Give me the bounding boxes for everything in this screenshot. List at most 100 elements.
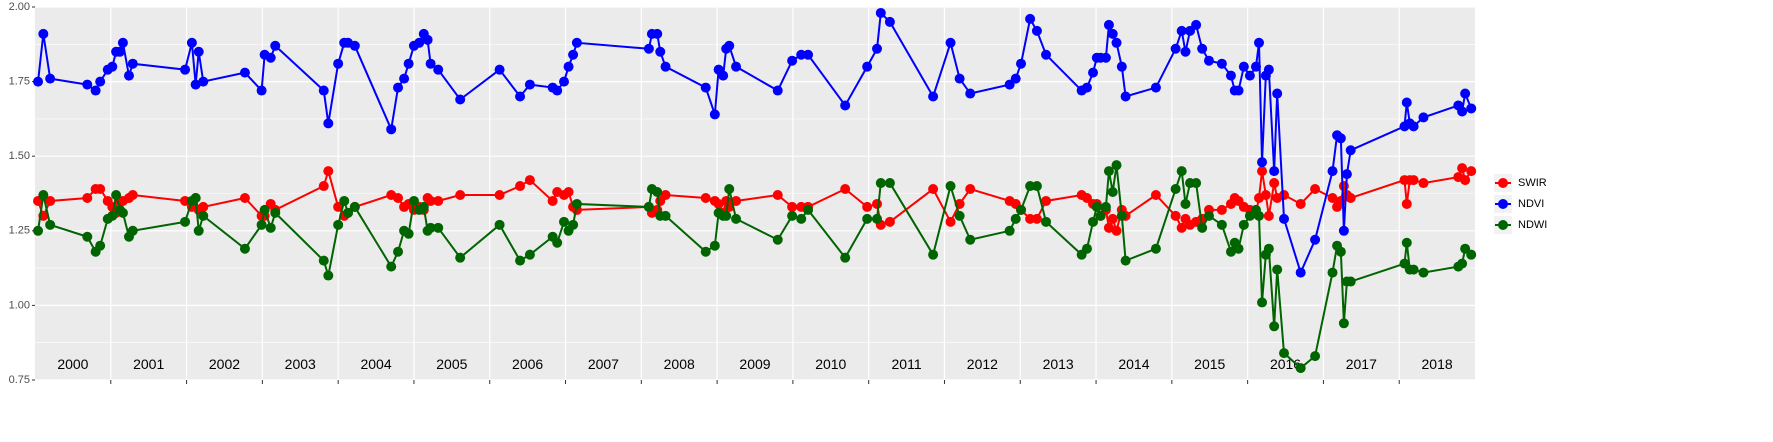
data-point: [425, 195, 436, 206]
data-point: [1197, 222, 1208, 233]
data-point: [318, 255, 329, 266]
data-point: [1260, 189, 1271, 200]
data-point: [1345, 276, 1356, 287]
data-point: [655, 46, 666, 57]
data-point: [1457, 163, 1468, 174]
data-point: [1176, 166, 1187, 177]
data-point: [393, 192, 404, 203]
data-point: [403, 58, 414, 69]
data-point: [1103, 166, 1114, 177]
data-point: [1338, 318, 1349, 329]
data-point: [198, 76, 209, 87]
data-point: [1031, 181, 1042, 192]
data-point: [547, 195, 558, 206]
data-point: [1216, 204, 1227, 215]
data-point: [1216, 58, 1227, 69]
year-label: 2007: [588, 356, 619, 372]
data-point: [45, 195, 56, 206]
data-point: [1081, 243, 1092, 254]
data-point: [1408, 264, 1419, 275]
legend-point: [1498, 199, 1508, 209]
y-tick-label: 1.25: [9, 225, 30, 237]
year-label: 2015: [1194, 356, 1225, 372]
data-point: [568, 49, 579, 60]
data-point: [494, 219, 505, 230]
data-point: [270, 207, 281, 218]
data-point: [884, 16, 895, 27]
data-point: [700, 246, 711, 257]
data-point: [563, 187, 574, 198]
data-point: [787, 201, 798, 212]
data-point: [965, 88, 976, 99]
data-point: [127, 58, 138, 69]
data-point: [1263, 210, 1274, 221]
data-point: [1170, 43, 1181, 54]
data-point: [433, 195, 444, 206]
data-point: [123, 70, 134, 81]
data-point: [1401, 198, 1412, 209]
data-point: [259, 204, 270, 215]
data-point: [1176, 25, 1187, 36]
series-line: [37, 10, 1473, 276]
year-label: 2011: [892, 356, 922, 372]
data-point: [840, 100, 851, 111]
data-point: [840, 252, 851, 263]
data-point: [323, 270, 334, 281]
data-point: [127, 225, 138, 236]
data-point: [1111, 37, 1122, 48]
data-point: [1466, 103, 1477, 114]
data-point: [709, 109, 720, 120]
data-point: [1031, 25, 1042, 36]
data-point: [1238, 61, 1249, 72]
data-point: [571, 198, 582, 209]
data-point: [1338, 225, 1349, 236]
year-label: 2005: [436, 356, 467, 372]
data-point: [524, 249, 535, 260]
year-label: 2008: [664, 356, 695, 372]
data-point: [1310, 184, 1321, 195]
data-point: [190, 79, 201, 90]
data-point: [117, 37, 128, 48]
data-point: [323, 166, 334, 177]
data-point: [700, 82, 711, 93]
data-point: [1310, 351, 1321, 362]
data-point: [721, 210, 732, 221]
data-point: [107, 61, 118, 72]
data-point: [1120, 255, 1131, 266]
data-point: [840, 184, 851, 195]
data-point: [552, 85, 563, 96]
data-point: [1010, 213, 1021, 224]
data-point: [343, 207, 354, 218]
data-point: [1418, 267, 1429, 278]
data-point: [333, 58, 344, 69]
data-point: [1418, 112, 1429, 123]
legend-point: [1498, 220, 1508, 230]
data-point: [718, 70, 729, 81]
data-point: [1088, 216, 1099, 227]
data-point: [239, 67, 250, 78]
data-point: [1176, 222, 1187, 233]
data-point: [1116, 210, 1127, 221]
data-point: [1238, 219, 1249, 230]
data-point: [965, 184, 976, 195]
data-point: [114, 46, 125, 57]
data-point: [399, 73, 410, 84]
year-label: 2003: [285, 356, 316, 372]
data-point: [393, 246, 404, 257]
data-point: [256, 85, 267, 96]
data-point: [660, 210, 671, 221]
data-point: [111, 189, 122, 200]
year-label: 2012: [967, 356, 998, 372]
year-label: 2014: [1118, 356, 1149, 372]
data-point: [193, 225, 204, 236]
data-point: [954, 73, 965, 84]
data-point: [1100, 201, 1111, 212]
data-point: [559, 76, 570, 87]
data-point: [422, 34, 433, 45]
data-point: [803, 204, 814, 215]
data-point: [1233, 85, 1244, 96]
data-point: [1170, 210, 1181, 221]
data-point: [1345, 192, 1356, 203]
data-point: [1335, 133, 1346, 144]
data-point: [82, 192, 93, 203]
